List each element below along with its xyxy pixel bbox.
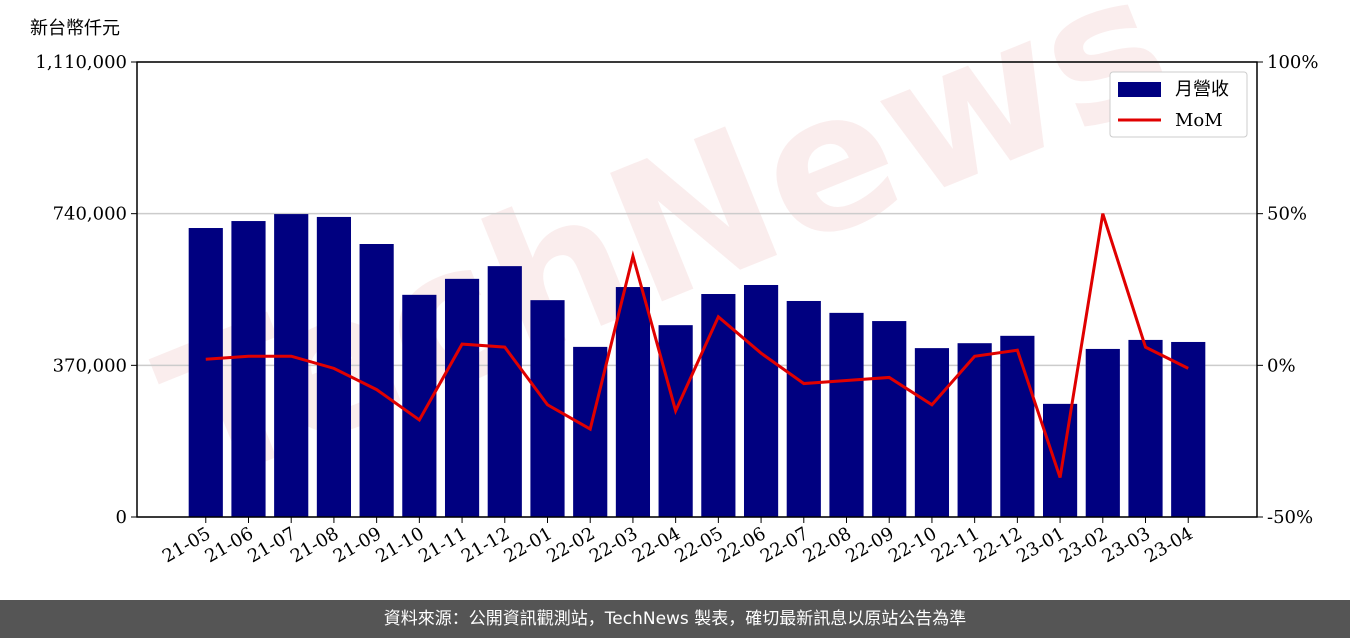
plot-frame [136, 61, 1258, 518]
bar [487, 266, 522, 517]
footer: 資料來源：公開資訊觀測站，TechNews 製表，確切最新訊息以原站公告為準 [0, 600, 1350, 638]
y-tick-label: 0 [116, 507, 127, 528]
x-tick-label: 21-08 [287, 523, 342, 567]
y-axis-label: 新台幣仟元 [30, 18, 120, 39]
x-tick-label: 22-08 [800, 523, 855, 567]
x-tick-label: 22-02 [543, 523, 598, 567]
bar [615, 287, 651, 517]
y-tick-label: 1,110,000 [35, 52, 127, 73]
chart: 新台幣仟元 TechNews 0370,000740,0001,110,000-… [30, 0, 1318, 567]
legend-swatch [1118, 82, 1161, 97]
x-tick-label: 23-02 [1056, 523, 1111, 567]
y2-tick-label: 50% [1267, 204, 1307, 225]
x-tick-label: 23-03 [1099, 523, 1154, 567]
x-tick-label: 21-10 [372, 523, 427, 567]
legend-label: 月營收 [1175, 79, 1229, 100]
y2-tick-label: 0% [1267, 355, 1296, 376]
bar [530, 300, 565, 517]
x-tick-label: 22-07 [757, 523, 812, 567]
y2-tick-label: 100% [1267, 52, 1318, 73]
bar [1000, 335, 1035, 517]
bar [658, 325, 693, 517]
x-tick-label: 22-11 [928, 523, 983, 567]
bar [1042, 403, 1078, 517]
x-tick-label: 21-11 [415, 523, 470, 567]
bar [829, 312, 864, 517]
x-tick-label: 22-03 [586, 523, 641, 567]
bar [573, 346, 608, 517]
bar [872, 321, 907, 517]
x-tick-label: 22-01 [501, 523, 556, 567]
x-tick-label: 21-07 [244, 523, 299, 567]
bar [444, 278, 480, 517]
bar [743, 284, 779, 517]
bar [957, 343, 992, 517]
x-tick-label: 21-09 [330, 523, 385, 567]
line [205, 213, 1189, 479]
x-tick-label: 22-09 [842, 523, 897, 567]
bar [914, 348, 950, 517]
bar [1171, 341, 1206, 517]
x-tick-label: 22-10 [885, 523, 940, 567]
x-tick-label: 22-05 [671, 523, 726, 567]
y-tick-label: 370,000 [53, 355, 127, 376]
y2-tick-label: -50% [1267, 507, 1313, 528]
x-tick-label: 23-04 [1141, 523, 1196, 567]
bar [1085, 348, 1120, 517]
bar [1128, 339, 1163, 517]
bar [274, 214, 309, 517]
x-tick-label: 21-12 [458, 523, 513, 567]
bar [188, 228, 223, 517]
x-tick-label: 22-12 [970, 523, 1025, 567]
x-tick-label: 23-01 [1013, 523, 1068, 567]
x-tick-label: 21-06 [202, 523, 257, 567]
bar [231, 221, 266, 517]
x-tick-label: 22-06 [714, 523, 769, 567]
y-tick-label: 740,000 [53, 204, 127, 225]
bar [359, 244, 394, 517]
bar [402, 294, 437, 517]
x-tick-label: 21-05 [159, 523, 214, 567]
bar [701, 294, 736, 517]
bar [786, 300, 821, 517]
legend-label: MoM [1175, 110, 1223, 131]
x-tick-label: 22-04 [629, 523, 684, 567]
